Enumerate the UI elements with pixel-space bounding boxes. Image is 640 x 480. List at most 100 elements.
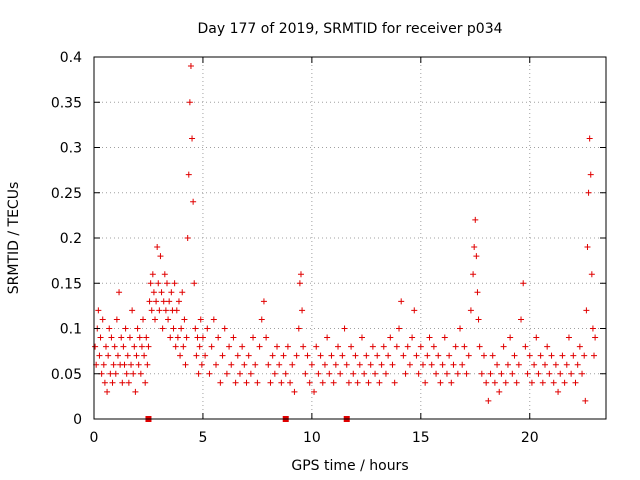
data-point — [170, 325, 177, 332]
data-point — [100, 361, 107, 368]
data-point — [524, 370, 531, 377]
data-point — [129, 307, 136, 314]
y-tick-label: 0.4 — [60, 50, 82, 66]
data-point — [584, 244, 591, 251]
data-point — [509, 370, 516, 377]
data-point — [457, 325, 464, 332]
data-point — [452, 343, 459, 350]
data-point — [391, 379, 398, 386]
data-point — [150, 289, 157, 296]
data-point — [528, 379, 535, 386]
data-point — [450, 361, 457, 368]
data-point — [140, 316, 147, 323]
data-point — [149, 271, 156, 278]
data-point — [415, 370, 422, 377]
data-point — [198, 361, 205, 368]
data-point — [535, 370, 542, 377]
data-point — [148, 307, 155, 314]
x-tick-label: 15 — [412, 430, 430, 446]
data-point — [189, 135, 196, 142]
data-point — [295, 325, 302, 332]
x-tick-label: 20 — [521, 430, 539, 446]
data-point — [491, 379, 498, 386]
data-point — [402, 370, 409, 377]
data-point — [513, 379, 520, 386]
x-tick-label: 0 — [90, 430, 99, 446]
data-point — [358, 334, 365, 341]
data-point — [387, 334, 394, 341]
data-point — [230, 334, 237, 341]
data-point — [559, 352, 566, 359]
data-point — [112, 370, 119, 377]
data-point — [348, 343, 355, 350]
data-point — [184, 235, 191, 241]
data-point — [130, 370, 137, 377]
y-tick-label: 0.1 — [60, 322, 82, 338]
data-point — [485, 397, 492, 404]
data-point — [99, 316, 106, 323]
data-point — [147, 280, 154, 287]
data-point — [119, 379, 126, 386]
data-point — [156, 307, 163, 314]
data-point — [297, 271, 304, 278]
data-point — [343, 361, 350, 368]
data-point — [441, 334, 448, 341]
data-point — [335, 343, 342, 350]
data-point — [352, 352, 359, 359]
data-point — [97, 334, 104, 341]
data-point — [254, 379, 261, 386]
data-point — [153, 298, 160, 305]
data-point — [361, 370, 368, 377]
data-point — [422, 379, 429, 386]
data-point — [215, 334, 222, 341]
data-point — [265, 361, 272, 368]
data-point — [409, 334, 416, 341]
data-point — [483, 379, 490, 386]
data-point — [280, 352, 287, 359]
data-point — [459, 361, 466, 368]
data-point — [337, 370, 344, 377]
data-point — [480, 352, 487, 359]
data-point — [378, 361, 385, 368]
data-point — [531, 361, 538, 368]
data-point — [568, 370, 575, 377]
data-point — [576, 343, 583, 350]
data-point — [108, 334, 115, 341]
data-point — [135, 361, 142, 368]
y-tick-label: 0.3 — [60, 141, 82, 157]
data-point — [411, 307, 418, 314]
data-point — [319, 379, 326, 386]
data-point — [419, 361, 426, 368]
data-point — [133, 352, 140, 359]
data-point — [433, 370, 440, 377]
data-point — [196, 343, 203, 350]
data-point — [311, 388, 318, 395]
data-point — [226, 343, 233, 350]
data-point — [474, 289, 481, 296]
data-point — [372, 370, 379, 377]
data-point — [487, 370, 494, 377]
data-point — [299, 307, 306, 314]
data-point — [160, 298, 167, 305]
data-point — [168, 289, 175, 296]
data-point — [152, 316, 159, 323]
data-point — [256, 343, 263, 350]
data-point — [570, 352, 577, 359]
data-point — [144, 361, 151, 368]
data-point — [385, 352, 392, 359]
data-point — [328, 352, 335, 359]
data-point — [345, 379, 352, 386]
data-point — [341, 325, 348, 332]
data-point — [192, 325, 199, 332]
data-point — [182, 361, 189, 368]
data-point — [239, 343, 246, 350]
data-point — [258, 316, 265, 323]
data-point — [494, 361, 501, 368]
data-point — [541, 361, 548, 368]
chart-title: Day 177 of 2019, SRMTID for receiver p03… — [197, 21, 502, 37]
data-point — [313, 343, 320, 350]
y-axis-label: SRMTID / TECUs — [6, 182, 22, 295]
data-point — [321, 361, 328, 368]
data-point — [158, 289, 165, 296]
data-point — [520, 280, 527, 287]
